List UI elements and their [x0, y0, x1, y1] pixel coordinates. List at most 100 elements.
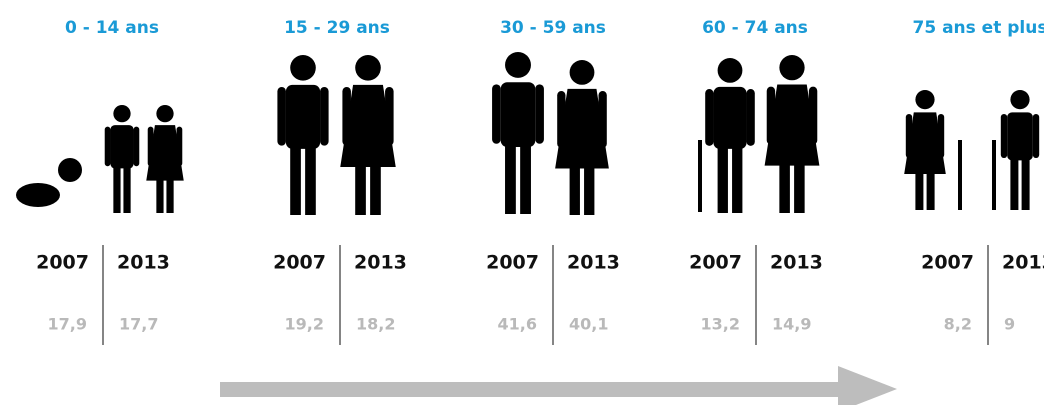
- arm: [598, 91, 607, 148]
- baby-head: [58, 158, 82, 182]
- arrow-shaft: [220, 382, 845, 397]
- arm: [342, 87, 351, 146]
- body: [110, 125, 134, 169]
- value-label: 13,2: [701, 315, 740, 334]
- cane: [698, 140, 702, 212]
- body: [500, 82, 536, 148]
- cane: [992, 140, 996, 210]
- leg: [113, 166, 121, 213]
- arm: [766, 86, 776, 145]
- year-label: 2007: [273, 252, 326, 274]
- body: [555, 88, 609, 169]
- leg: [1010, 158, 1019, 210]
- value-label: 19,2: [285, 315, 324, 334]
- value-label: 18,2: [356, 315, 395, 334]
- age-group: 0 - 14 ans 2007 2013 17,9 17,7: [16, 18, 184, 345]
- leg: [166, 166, 174, 213]
- leg: [779, 144, 790, 213]
- leg: [1021, 158, 1030, 210]
- year-label: 2007: [486, 252, 539, 274]
- arm: [705, 89, 714, 146]
- arm: [905, 114, 913, 158]
- leg: [156, 166, 164, 213]
- year-label: 2013: [354, 252, 407, 274]
- group-title: 60 - 74 ans: [702, 18, 808, 38]
- head: [113, 105, 131, 123]
- value-label: 17,7: [119, 315, 158, 334]
- leg: [505, 143, 516, 214]
- year-label: 2013: [770, 252, 823, 274]
- head: [505, 52, 531, 78]
- year-label: 2007: [36, 252, 89, 274]
- leg: [717, 145, 728, 213]
- arm: [808, 86, 818, 145]
- arm: [1000, 114, 1008, 158]
- head: [290, 55, 316, 81]
- age-group: 30 - 59 ans 2007 2013 41,6 40,1: [486, 18, 620, 345]
- year-label: 2007: [921, 252, 974, 274]
- leg: [290, 145, 301, 215]
- leg: [355, 145, 366, 215]
- leg: [370, 145, 381, 215]
- arm: [147, 126, 154, 167]
- arm: [746, 89, 755, 146]
- value-label: 8,2: [944, 315, 972, 334]
- arm: [133, 126, 140, 167]
- year-label: 2013: [1002, 252, 1044, 274]
- arrow-head: [838, 366, 897, 409]
- leg: [305, 145, 316, 215]
- value-label: 17,9: [48, 315, 87, 334]
- body: [340, 84, 396, 167]
- arm: [937, 114, 945, 158]
- icons: [904, 90, 1040, 210]
- head: [156, 105, 174, 123]
- body: [1007, 112, 1033, 161]
- group-title: 75 ans et plus: [913, 18, 1044, 38]
- year-label: 2007: [689, 252, 742, 274]
- arm: [535, 84, 544, 144]
- leg: [794, 144, 805, 213]
- leg: [123, 166, 131, 213]
- age-group: 60 - 74 ans 2007 2013 13,2 14,9: [689, 18, 823, 345]
- arm: [385, 87, 394, 146]
- leg: [520, 143, 531, 214]
- group-title: 0 - 14 ans: [65, 18, 159, 38]
- arrow: [220, 366, 897, 409]
- head: [569, 60, 595, 85]
- arm: [557, 91, 566, 148]
- arm: [176, 126, 183, 167]
- leg: [915, 158, 924, 210]
- age-group: 75 ans et plus 2007 2013 8,2 9: [904, 18, 1044, 345]
- value-label: 9: [1004, 315, 1015, 334]
- arm: [320, 87, 329, 146]
- arm: [1032, 114, 1040, 158]
- icons: [492, 52, 609, 215]
- icons: [277, 55, 396, 215]
- group-title: 30 - 59 ans: [500, 18, 606, 38]
- icons: [698, 55, 820, 213]
- head: [1010, 90, 1030, 110]
- leg: [732, 145, 743, 213]
- year-label: 2013: [117, 252, 170, 274]
- arm: [492, 84, 501, 144]
- arm: [277, 87, 286, 146]
- body: [904, 112, 946, 174]
- baby: [16, 183, 60, 207]
- leg: [584, 147, 595, 215]
- value-label: 40,1: [569, 315, 608, 334]
- arm: [104, 126, 111, 167]
- head: [717, 58, 743, 83]
- body: [146, 125, 184, 181]
- icons: [16, 105, 184, 213]
- value-label: 41,6: [498, 315, 537, 334]
- body: [285, 84, 321, 149]
- leg: [569, 147, 580, 215]
- group-title: 15 - 29 ans: [284, 18, 390, 38]
- body: [713, 86, 747, 149]
- value-label: 14,9: [772, 315, 811, 334]
- leg: [926, 158, 935, 210]
- head: [915, 90, 935, 110]
- age-group: 15 - 29 ans 2007 2013 19,2 18,2: [273, 18, 407, 345]
- cane: [958, 140, 962, 210]
